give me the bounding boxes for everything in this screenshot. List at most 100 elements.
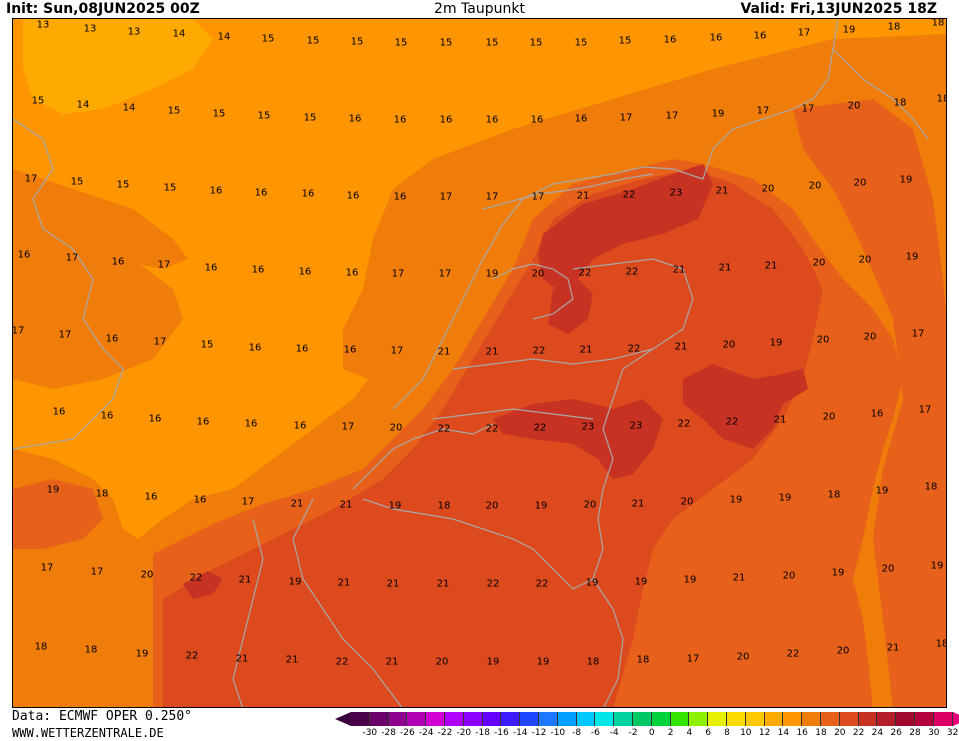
dewpoint-value: 21 — [576, 190, 590, 202]
dewpoint-value: 19 — [485, 268, 499, 280]
field-22-area — [163, 169, 823, 707]
dewpoint-value: 19 — [769, 337, 783, 349]
dewpoint-value: 17 — [12, 325, 25, 337]
dewpoint-value: 21 — [386, 578, 400, 590]
dewpoint-value: 21 — [631, 498, 645, 510]
field-16-area — [13, 19, 946, 539]
dewpoint-value: 18 — [84, 644, 98, 656]
scale-tick-label: 28 — [909, 728, 921, 738]
scale-tick-label: -10 — [550, 728, 566, 738]
dewpoint-value: 18 — [437, 500, 451, 512]
dewpoint-value: 20 — [881, 563, 895, 575]
dewpoint-value: 22 — [535, 578, 549, 590]
dewpoint-value: 20 — [531, 268, 545, 280]
dewpoint-value: 17 — [531, 191, 545, 203]
dewpoint-value: 17 — [58, 329, 72, 341]
dewpoint-value: 16 — [753, 30, 767, 42]
scale-tick-label: -14 — [512, 728, 528, 738]
dewpoint-value: 15 — [261, 33, 275, 45]
dewpoint-value: 15 — [163, 182, 177, 194]
dewpoint-value: 17 — [918, 404, 932, 416]
dewpoint-value: 17 — [241, 496, 255, 508]
scale-swatch — [708, 712, 727, 726]
scale-tick-label: -26 — [400, 728, 415, 738]
dewpoint-value: 15 — [350, 36, 364, 48]
dewpoint-value: 18 — [936, 93, 946, 105]
scale-swatch — [445, 712, 464, 726]
dewpoint-value: 21 — [764, 260, 778, 272]
dewpoint-value: 18 — [887, 21, 901, 33]
dewpoint-value: 20 — [812, 257, 826, 269]
scale-swatch — [407, 712, 427, 726]
dewpoint-value: 19 — [899, 174, 913, 186]
dewpoint-value: 13 — [127, 26, 141, 38]
scale-tick-label: 18 — [815, 728, 827, 738]
dewpoint-value: 16 — [204, 262, 218, 274]
dewpoint-value: 23 — [629, 420, 643, 432]
dewpoint-value: 19 — [683, 574, 697, 586]
dewpoint-value: 16 — [209, 185, 223, 197]
dewpoint-value: 21 — [290, 498, 304, 510]
dewpoint-value: 19 — [930, 560, 944, 572]
dewpoint-value: 22 — [725, 416, 739, 428]
dewpoint-value: 15 — [618, 35, 632, 47]
scale-swatch — [745, 712, 765, 726]
dewpoint-value: 17 — [801, 103, 815, 115]
dewpoint-value: 21 — [718, 262, 732, 274]
dewpoint-value: 19 — [135, 648, 149, 660]
scale-swatch — [520, 712, 539, 726]
scale-tick-label: -24 — [418, 728, 434, 738]
scale-tick-label: -16 — [494, 728, 509, 738]
dewpoint-value: 20 — [680, 496, 694, 508]
field-13-area — [23, 19, 213, 114]
dewpoint-value: 19 — [875, 485, 889, 497]
dewpoint-value: 19 — [778, 492, 792, 504]
dewpoint-value: 18 — [893, 97, 907, 109]
field-18-area-west — [13, 209, 183, 389]
dewpoint-value: 20 — [583, 499, 597, 511]
dewpoint-value: 19 — [388, 500, 402, 512]
dewpoint-value: 15 — [31, 95, 45, 107]
scale-swatch — [614, 712, 633, 726]
scale-swatch — [802, 712, 821, 726]
dewpoint-value: 16 — [346, 190, 360, 202]
scale-swatch — [783, 712, 803, 726]
dewpoint-value: 16 — [251, 264, 265, 276]
scale-tick-label: 2 — [667, 728, 674, 738]
scale-swatch — [933, 712, 953, 726]
init-time-label: Init: Sun,08JUN2025 00Z — [6, 1, 200, 17]
dewpoint-value: 20 — [722, 339, 736, 351]
scale-swatch — [896, 712, 915, 726]
dewpoint-value: 20 — [858, 254, 872, 266]
scale-tick-label: 22 — [852, 728, 865, 738]
scale-swatch — [539, 712, 558, 726]
dewpoint-value: 16 — [439, 114, 453, 126]
dewpoint-value: 21 — [339, 499, 353, 511]
color-scale-legend: -30 -28 -26 -24 -22 -20 -18 -16 -14 -12 -10 -8 -6 -4-… — [333, 712, 959, 741]
dewpoint-value: 18 — [935, 638, 946, 650]
dewpoint-value: 17 — [24, 173, 38, 185]
dewpoint-value: 23 — [581, 421, 595, 433]
dewpoint-value: 21 — [436, 578, 450, 590]
scale-swatch — [821, 712, 840, 726]
scale-tick-label: 4 — [686, 728, 693, 738]
dewpoint-value: 16 — [52, 406, 66, 418]
dewpoint-value: 16 — [393, 191, 407, 203]
data-source-label: Data: ECMWF OPER 0.250° — [12, 709, 193, 724]
field-24-area-north — [538, 164, 713, 294]
dewpoint-value: 19 — [831, 567, 845, 579]
dewpoint-value: 16 — [293, 420, 307, 432]
dewpoint-value: 16 — [17, 249, 31, 261]
dewpoint-map: 13 13 13 14 14 15 15 15 15 15 15 15 15 15 16 16 16 17 19 18… — [12, 18, 947, 708]
dewpoint-value: 22 — [189, 572, 203, 584]
dewpoint-value: 21 — [238, 574, 252, 586]
dewpoint-value: 21 — [579, 344, 593, 356]
scale-tick-label: -22 — [437, 728, 453, 738]
dewpoint-value: 22 — [486, 578, 500, 590]
dewpoint-value: 22 — [485, 423, 499, 435]
dewpoint-value: 14 — [172, 28, 186, 40]
dewpoint-value: 16 — [254, 187, 268, 199]
scale-swatch — [633, 712, 652, 726]
dewpoint-value: 21 — [337, 577, 351, 589]
dewpoint-value: 20 — [808, 180, 822, 192]
